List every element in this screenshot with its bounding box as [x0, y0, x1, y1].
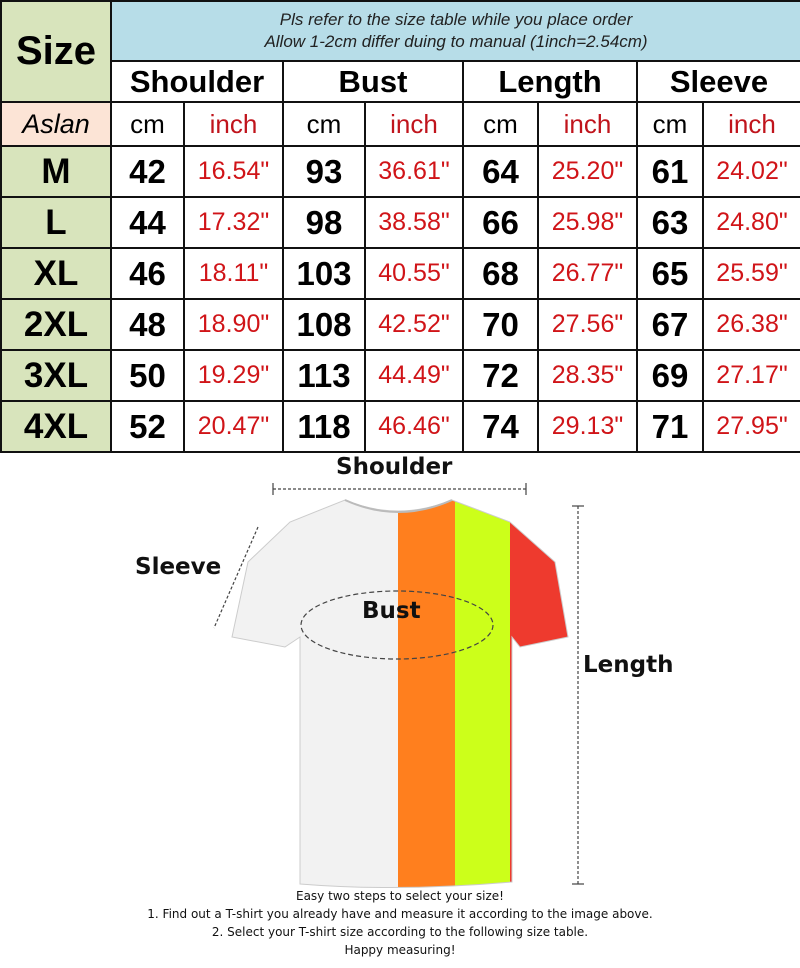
- cm-value: 67: [636, 298, 704, 351]
- inch-value: 18.90": [183, 298, 284, 351]
- stripe: [398, 500, 455, 888]
- inch-value: 25.20": [537, 145, 638, 198]
- cm-value: 72: [462, 349, 539, 402]
- inch-value: 20.47": [183, 400, 284, 453]
- inch-value: 16.54": [183, 145, 284, 198]
- size-cell: 3XL: [0, 349, 112, 402]
- tshirt-diagram: Shoulder Sleeve Bust Length: [0, 452, 800, 963]
- size-row: 2XL 48 18.90" 108 42.52" 70 27.56" 67 26.38": [0, 298, 800, 351]
- cm-value: 48: [110, 298, 185, 351]
- inch-value: 25.59": [701, 247, 800, 300]
- size-cell: 2XL: [0, 298, 112, 351]
- group-shoulder: Shoulder: [110, 60, 284, 103]
- unit-cm: cm: [462, 101, 539, 147]
- cm-value: 70: [462, 298, 539, 351]
- bust-label: Bust: [362, 598, 421, 624]
- unit-inch: inch: [183, 101, 284, 147]
- inch-value: 18.11": [183, 247, 284, 300]
- tshirt-illustration: [213, 483, 584, 889]
- inch-value: 36.61": [364, 145, 464, 198]
- size-row: 3XL 50 19.29" 113 44.49" 72 28.35" 69 27.17": [0, 349, 800, 402]
- cm-value: 50: [110, 349, 185, 402]
- inch-value: 24.80": [701, 196, 800, 249]
- shoulder-label: Shoulder: [336, 454, 453, 480]
- cm-value: 52: [110, 400, 185, 453]
- cm-value: 69: [636, 349, 704, 402]
- inch-value: 27.95": [701, 400, 800, 453]
- cm-value: 42: [110, 145, 185, 198]
- cm-value: 103: [282, 247, 366, 300]
- inch-value: 42.52": [364, 298, 464, 351]
- inch-value: 19.29": [183, 349, 284, 402]
- footer-line-4: Happy measuring!: [344, 943, 456, 957]
- size-cell: L: [0, 196, 112, 249]
- size-row: 4XL 52 20.47" 118 46.46" 74 29.13" 71 27.95": [0, 400, 800, 453]
- size-table: Size Pls refer to the size table while y…: [0, 0, 800, 453]
- footer-line-1: Easy two steps to select your size!: [295, 889, 504, 903]
- group-sleeve: Sleeve: [635, 60, 800, 103]
- cm-value: 93: [282, 145, 366, 198]
- inch-value: 44.49": [364, 349, 464, 402]
- cm-value: 61: [636, 145, 704, 198]
- cm-value: 66: [462, 196, 539, 249]
- size-note: Pls refer to the size table while you pl…: [109, 0, 800, 62]
- unit-cm: cm: [282, 101, 366, 147]
- size-header: Size: [0, 0, 112, 103]
- size-cell: 4XL: [0, 400, 112, 453]
- measure-lines: [213, 483, 584, 885]
- stripe: [232, 500, 398, 888]
- size-row: XL 46 18.11" 103 40.55" 68 26.77" 65 25.59": [0, 247, 800, 300]
- cm-value: 44: [110, 196, 185, 249]
- region-label: Aslan: [0, 101, 112, 147]
- inch-value: 27.17": [701, 349, 800, 402]
- cm-value: 68: [462, 247, 539, 300]
- length-label: Length: [583, 652, 674, 678]
- group-bust: Bust: [282, 60, 464, 103]
- size-cell: M: [0, 145, 112, 198]
- cm-value: 118: [282, 400, 366, 453]
- unit-inch: inch: [364, 101, 464, 147]
- inch-value: 46.46": [364, 400, 464, 453]
- note-line-1: Pls refer to the size table while you pl…: [279, 10, 633, 29]
- inch-value: 26.38": [701, 298, 800, 351]
- inch-value: 26.77": [537, 247, 638, 300]
- tshirt-stripes: [232, 500, 568, 888]
- inch-value: 38.58": [364, 196, 464, 249]
- unit-cm: cm: [110, 101, 185, 147]
- cm-value: 71: [636, 400, 704, 453]
- cm-value: 64: [462, 145, 539, 198]
- size-cell: XL: [0, 247, 112, 300]
- inch-value: 25.98": [537, 196, 638, 249]
- footer-line-3: 2. Select your T-shirt size according to…: [211, 925, 589, 939]
- cm-value: 65: [636, 247, 704, 300]
- sleeve-label: Sleeve: [135, 554, 222, 580]
- inch-value: 17.32": [183, 196, 284, 249]
- group-length: Length: [462, 60, 638, 103]
- stripe: [455, 500, 510, 888]
- inch-value: 28.35": [537, 349, 638, 402]
- inch-value: 29.13": [537, 400, 638, 453]
- footer-line-2: 1. Find out a T-shirt you already have a…: [147, 907, 653, 921]
- inch-value: 27.56": [537, 298, 638, 351]
- cm-value: 108: [282, 298, 366, 351]
- cm-value: 46: [110, 247, 185, 300]
- unit-inch: inch: [701, 101, 800, 147]
- cm-value: 74: [462, 400, 539, 453]
- note-line-2: Allow 1-2cm differ duing to manual (1inc…: [264, 32, 648, 51]
- cm-value: 113: [282, 349, 366, 402]
- inch-value: 24.02": [701, 145, 800, 198]
- unit-inch: inch: [537, 101, 638, 147]
- cm-value: 63: [636, 196, 704, 249]
- inch-value: 40.55": [364, 247, 464, 300]
- unit-cm: cm: [636, 101, 704, 147]
- size-row: M 42 16.54" 93 36.61" 64 25.20" 61 24.02": [0, 145, 800, 198]
- cm-value: 98: [282, 196, 366, 249]
- size-row: L 44 17.32" 98 38.58" 66 25.98" 63 24.80": [0, 196, 800, 249]
